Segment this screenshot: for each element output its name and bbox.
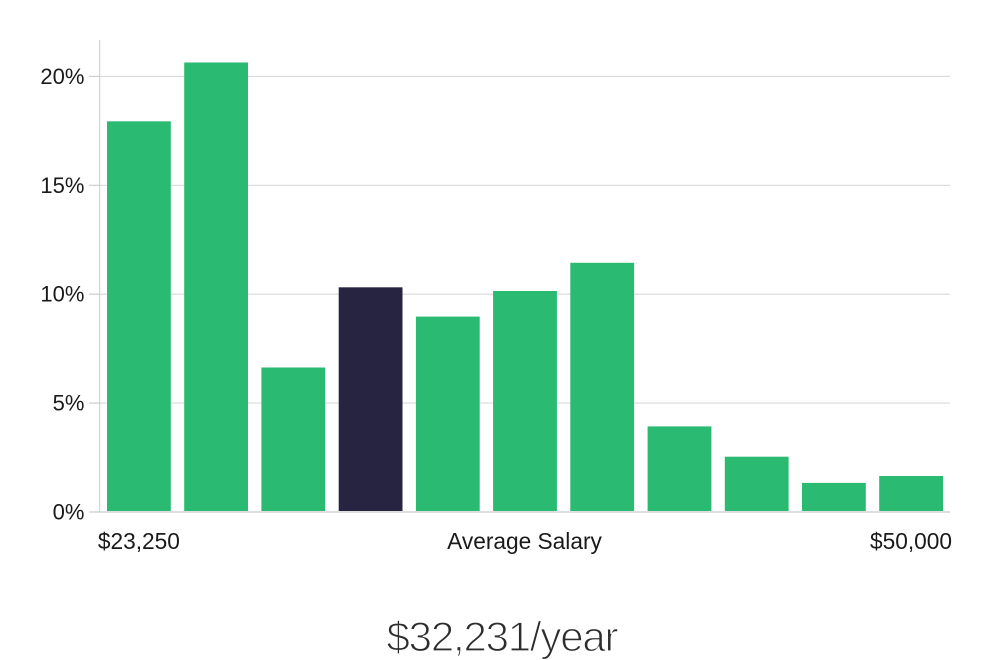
svg-text:5%: 5% — [53, 391, 85, 416]
svg-text:$23,250: $23,250 — [98, 528, 180, 554]
svg-text:10%: 10% — [40, 282, 84, 307]
svg-text:$32,231/year: $32,231/year — [387, 613, 619, 660]
svg-text:20%: 20% — [40, 64, 84, 89]
svg-text:15%: 15% — [40, 173, 84, 198]
svg-text:$50,000: $50,000 — [870, 528, 952, 554]
svg-text:Average Salary: Average Salary — [447, 528, 602, 554]
svg-text:0%: 0% — [53, 500, 85, 525]
